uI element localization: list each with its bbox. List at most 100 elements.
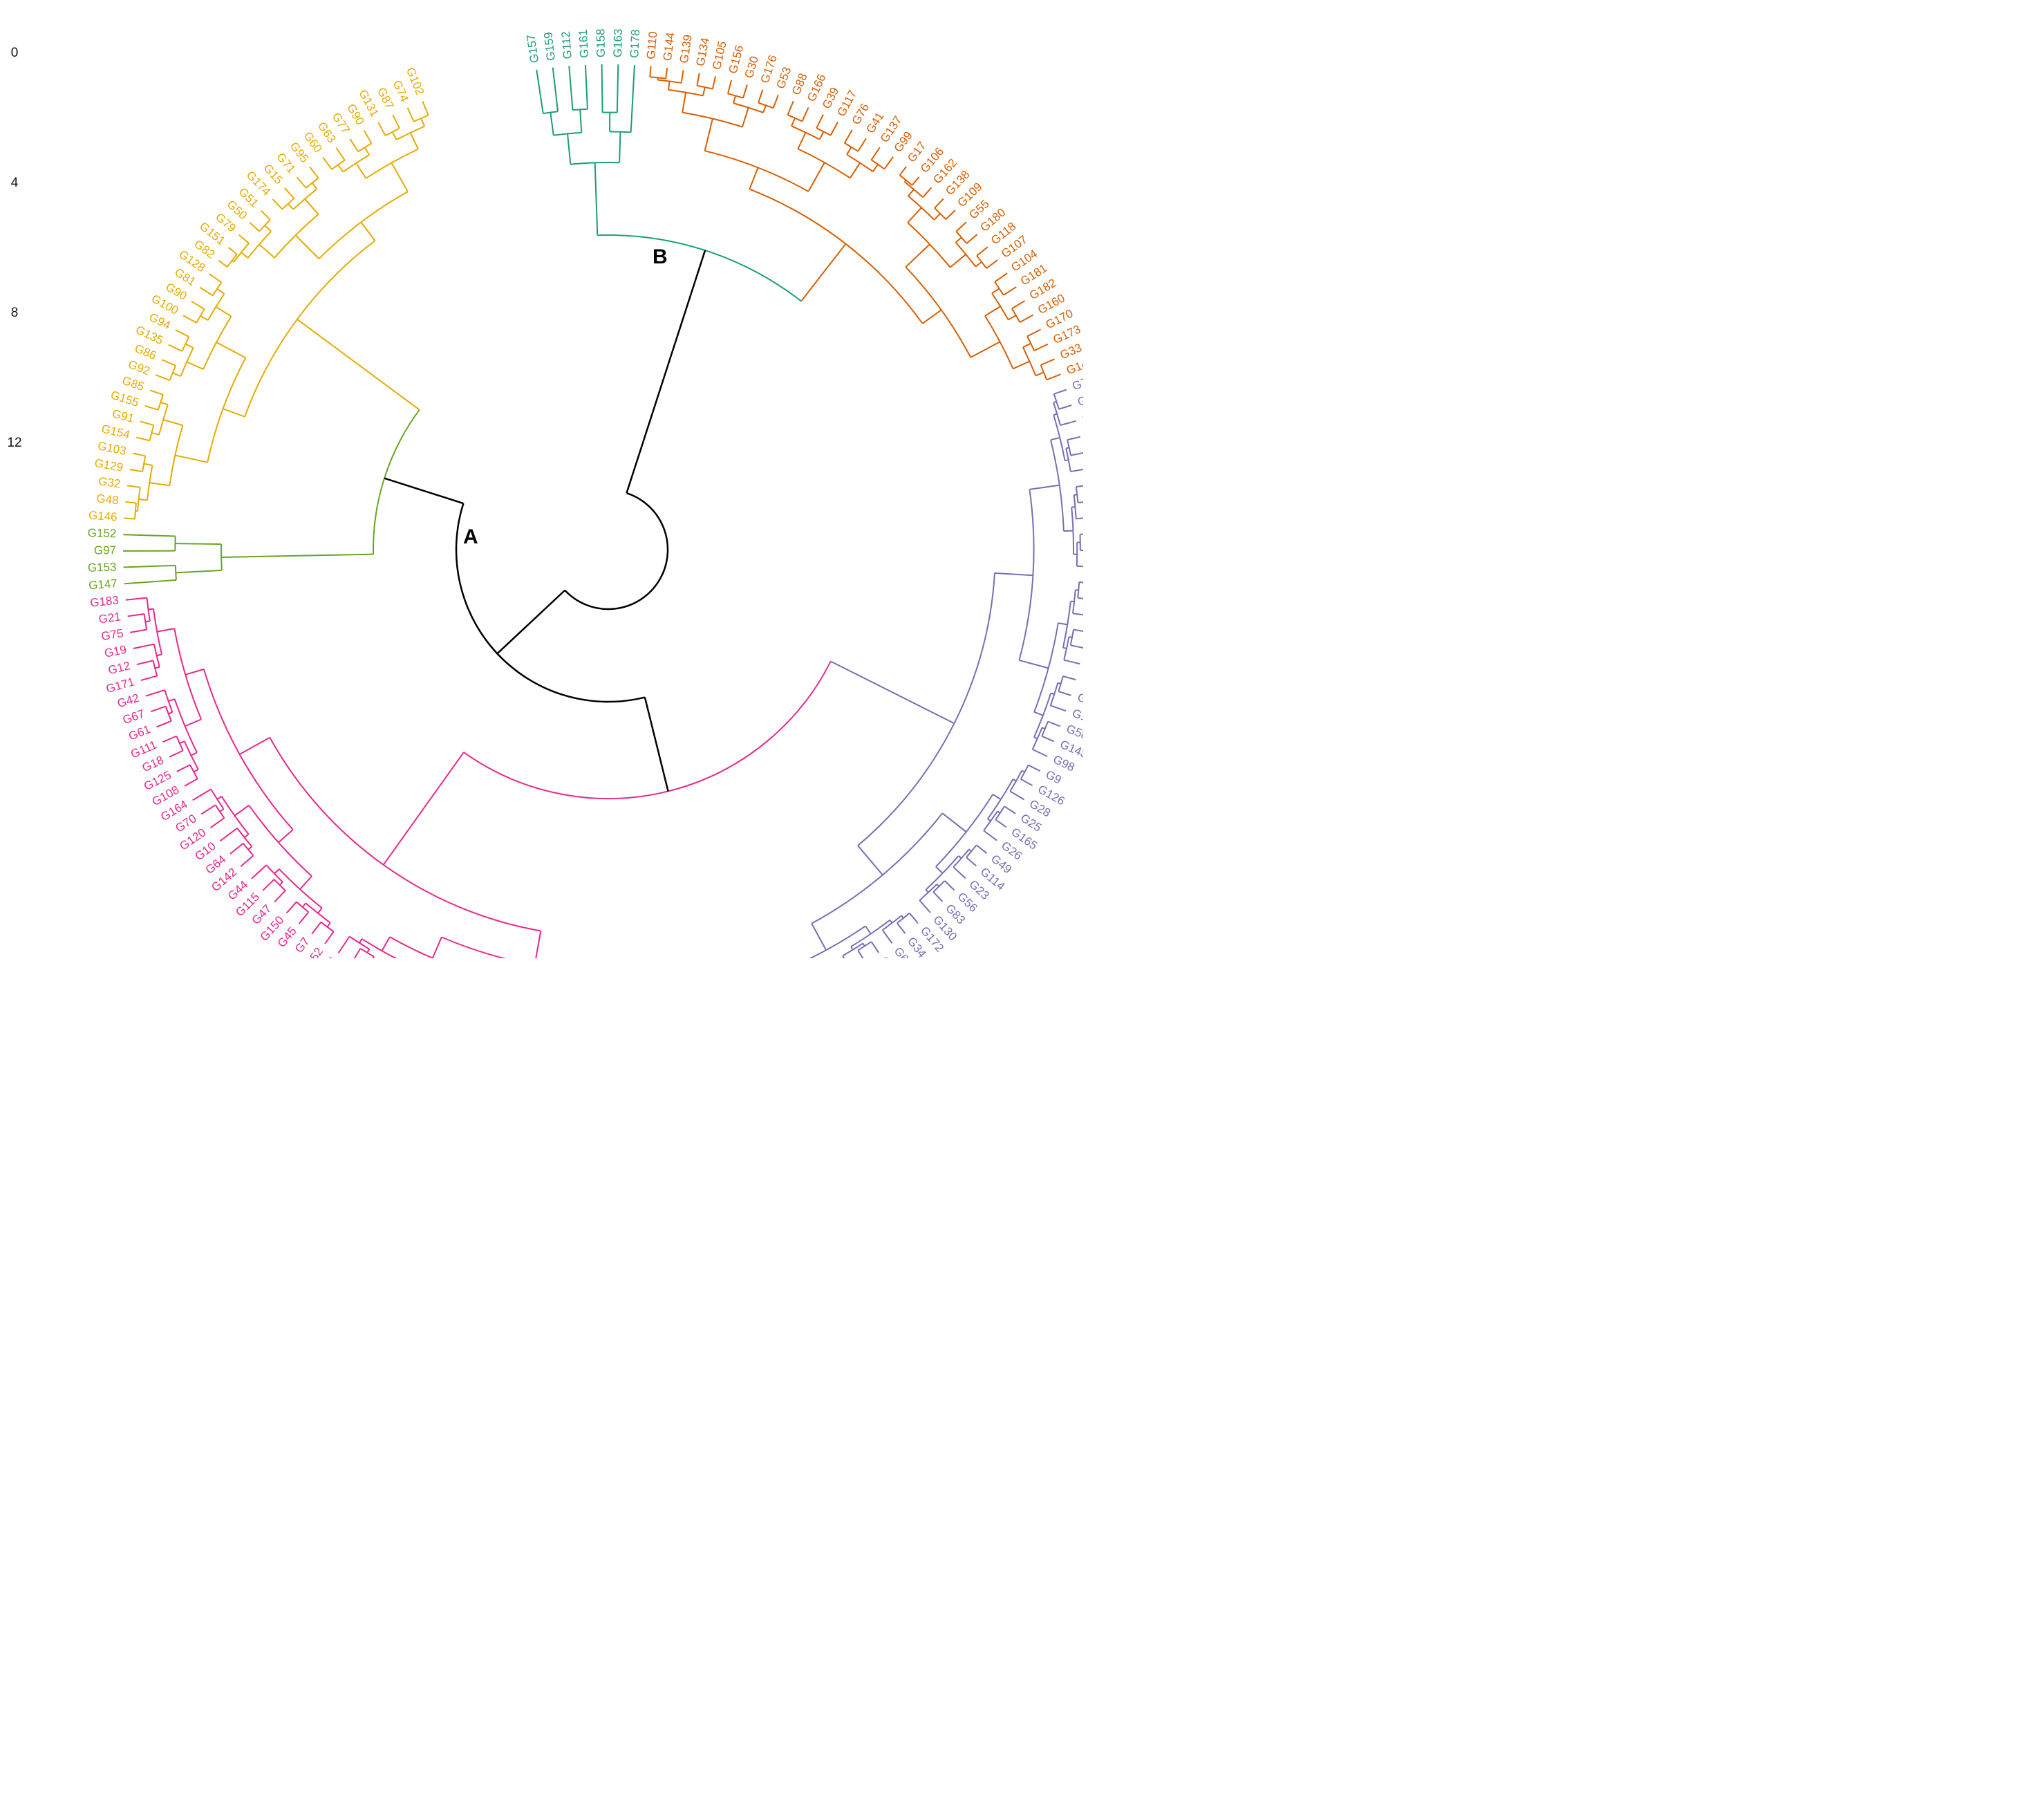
branch-link bbox=[157, 628, 175, 633]
branch-link bbox=[984, 306, 1001, 317]
branch-leaf bbox=[1081, 501, 1083, 503]
branch-link bbox=[1035, 371, 1044, 377]
branch-leaf bbox=[1024, 314, 1033, 321]
branch-link bbox=[909, 913, 912, 917]
branch-leaf bbox=[272, 198, 280, 207]
branch-leaf bbox=[175, 329, 185, 335]
leaf-label: G146 bbox=[88, 509, 118, 524]
branch-arc bbox=[164, 689, 174, 713]
branch-link bbox=[167, 720, 172, 724]
branch-link bbox=[149, 423, 154, 426]
branch-link bbox=[168, 698, 175, 702]
branch-link bbox=[366, 949, 371, 953]
branch-link bbox=[966, 239, 971, 244]
branch-arc bbox=[572, 108, 588, 111]
branch-link bbox=[185, 668, 205, 675]
leaf-label: G129 bbox=[93, 456, 124, 474]
branch-link bbox=[178, 749, 184, 754]
branch-leaf bbox=[298, 915, 307, 924]
branch-arc bbox=[758, 102, 774, 109]
branch-leaf bbox=[859, 953, 864, 958]
branch-leaf bbox=[1051, 722, 1061, 727]
branch-arc bbox=[844, 142, 859, 152]
leaf-label: G163 bbox=[611, 28, 625, 57]
branch-leaf bbox=[1039, 343, 1049, 349]
branch-leaf bbox=[1070, 436, 1080, 440]
branch-leaf bbox=[552, 67, 556, 93]
branch-link bbox=[168, 711, 173, 715]
branch-link bbox=[165, 579, 177, 582]
leaf-label: G97 bbox=[94, 543, 116, 557]
branch-leaf bbox=[249, 222, 257, 230]
branch-arc bbox=[882, 915, 902, 931]
branch-arc bbox=[349, 935, 370, 950]
leaf-label: G9 bbox=[1044, 767, 1064, 786]
branch-link bbox=[355, 162, 367, 179]
branch-link bbox=[278, 829, 294, 844]
branch-link bbox=[179, 740, 185, 745]
branch-arc bbox=[1009, 770, 1023, 792]
branch-leaf bbox=[229, 846, 240, 855]
branch-link bbox=[772, 103, 776, 109]
branch-link bbox=[360, 221, 376, 241]
branch-arc bbox=[273, 879, 286, 891]
branch-arc bbox=[1077, 581, 1080, 599]
branch-link bbox=[382, 130, 386, 136]
branch-leaf bbox=[129, 469, 139, 472]
branch-leaf bbox=[911, 915, 919, 924]
branch-link bbox=[193, 778, 198, 782]
branch-arc bbox=[269, 737, 541, 932]
branch-arc bbox=[385, 127, 400, 137]
branch-link bbox=[976, 252, 982, 257]
branch-leaf bbox=[874, 147, 881, 156]
branch-arc bbox=[668, 88, 704, 97]
branch-link bbox=[270, 879, 275, 884]
branch-link bbox=[1047, 720, 1052, 724]
branch-link bbox=[1053, 413, 1058, 416]
branch-link bbox=[1028, 764, 1032, 767]
branch-arc bbox=[181, 336, 190, 352]
branch-link bbox=[1019, 319, 1025, 324]
branch-leaf bbox=[818, 114, 824, 124]
branch-link bbox=[161, 705, 167, 709]
branch-leaf bbox=[228, 247, 236, 254]
branch-link bbox=[762, 105, 767, 113]
branch-link bbox=[908, 189, 915, 197]
branch-link bbox=[232, 259, 234, 263]
branch-orange-stem bbox=[800, 243, 847, 302]
branch-leaf bbox=[1081, 597, 1083, 599]
branch-leaf bbox=[959, 221, 967, 229]
branch-link bbox=[872, 164, 879, 172]
branch-link bbox=[142, 597, 147, 599]
branch-link bbox=[934, 204, 938, 209]
node-label-a: A bbox=[463, 525, 478, 548]
branch-arc bbox=[243, 843, 254, 857]
branch-link bbox=[801, 115, 805, 122]
branch-arc bbox=[932, 880, 946, 893]
branch-leaf bbox=[124, 580, 165, 585]
branch-arc bbox=[987, 779, 1014, 820]
leaf-label: G153 bbox=[88, 560, 117, 575]
branch-leaf bbox=[1051, 373, 1061, 379]
branch-arc bbox=[1020, 765, 1029, 780]
branch-link bbox=[567, 133, 572, 165]
branch-arc bbox=[149, 425, 155, 441]
branch-leaf bbox=[990, 259, 998, 266]
branch-arc bbox=[610, 131, 631, 133]
branch-link bbox=[997, 810, 1001, 814]
branch-link bbox=[186, 361, 204, 370]
branch-link bbox=[391, 162, 409, 192]
branch-leaf bbox=[184, 780, 194, 787]
branch-leaf bbox=[999, 272, 1008, 279]
branch-arc bbox=[733, 102, 764, 113]
branch-arc bbox=[279, 868, 323, 909]
branch-layer bbox=[122, 64, 1083, 958]
branch-link bbox=[223, 408, 245, 418]
branch-link bbox=[905, 243, 930, 268]
branch-link bbox=[193, 768, 199, 773]
branch-arc bbox=[157, 394, 164, 411]
branch-link bbox=[1026, 333, 1033, 337]
leaf-label: G157 bbox=[524, 33, 541, 64]
branch-link bbox=[364, 147, 371, 156]
branch-leaf bbox=[199, 286, 209, 293]
